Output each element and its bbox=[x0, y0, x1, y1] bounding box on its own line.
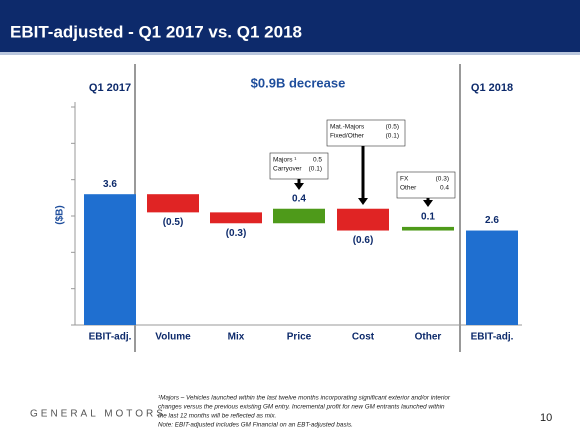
x-tick-label: Price bbox=[287, 332, 312, 343]
annotation-text: Other bbox=[400, 185, 417, 192]
annotation-value: 0.5 bbox=[313, 157, 322, 164]
arrow-head bbox=[358, 198, 368, 205]
bar bbox=[84, 194, 136, 325]
annotation-value: (0.3) bbox=[436, 176, 449, 183]
footnote: changes versus the previous existing GM … bbox=[158, 404, 445, 411]
annotation-value: 0.4 bbox=[440, 185, 449, 192]
value-label: 0.1 bbox=[421, 212, 435, 223]
annotation-value: (0.1) bbox=[386, 133, 399, 140]
arrow-head bbox=[294, 183, 304, 190]
x-tick-label: Cost bbox=[352, 332, 375, 343]
value-label: (0.3) bbox=[226, 228, 247, 239]
brand: GENERAL MOTORS bbox=[30, 409, 166, 420]
value-label: 0.4 bbox=[292, 193, 306, 204]
bar bbox=[337, 208, 389, 231]
annotation-box bbox=[326, 119, 406, 147]
arrow-head bbox=[423, 200, 433, 207]
period-label: Q1 2018 bbox=[471, 82, 513, 94]
bar bbox=[210, 212, 262, 224]
bar bbox=[402, 226, 454, 231]
period-label: Q1 2017 bbox=[89, 82, 131, 94]
annotation-box bbox=[396, 171, 456, 199]
page-number: 10 bbox=[540, 412, 552, 424]
value-label: (0.6) bbox=[353, 235, 374, 246]
x-tick-label: EBIT-adj. bbox=[471, 332, 514, 343]
annotation-text: Majors ¹ bbox=[273, 157, 297, 164]
annotation-text: FX bbox=[400, 176, 409, 183]
value-label: 3.6 bbox=[103, 179, 117, 190]
x-tick-label: Mix bbox=[228, 332, 245, 343]
value-label: (0.5) bbox=[163, 217, 184, 228]
annotation-text: Carryover bbox=[273, 166, 302, 173]
bar bbox=[147, 194, 199, 213]
x-tick-label: EBIT-adj. bbox=[89, 332, 132, 343]
center-label: $0.9B decrease bbox=[251, 75, 346, 90]
footnote: Note: EBIT-adjusted includes GM Financia… bbox=[158, 422, 353, 429]
footnote: the last 12 months will be reflected as … bbox=[158, 413, 276, 420]
x-tick-label: Volume bbox=[155, 332, 191, 343]
annotation-box bbox=[269, 152, 329, 180]
annotation-value: (0.1) bbox=[309, 166, 322, 173]
bar bbox=[466, 230, 518, 325]
value-label: 2.6 bbox=[485, 215, 499, 226]
x-tick-label: Other bbox=[415, 332, 442, 343]
header-bar bbox=[0, 0, 580, 52]
bar bbox=[273, 208, 325, 224]
y-axis-label: ($B) bbox=[55, 205, 66, 224]
slide-title: EBIT-adjusted - Q1 2017 vs. Q1 2018 bbox=[10, 22, 302, 41]
header-rule bbox=[0, 52, 580, 55]
annotation-text: Mat.-Majors bbox=[330, 124, 365, 131]
annotation-text: Fixed/Other bbox=[330, 133, 365, 140]
annotation-value: (0.5) bbox=[386, 124, 399, 131]
footnote: ¹Majors – Vehicles launched within the l… bbox=[158, 395, 451, 402]
